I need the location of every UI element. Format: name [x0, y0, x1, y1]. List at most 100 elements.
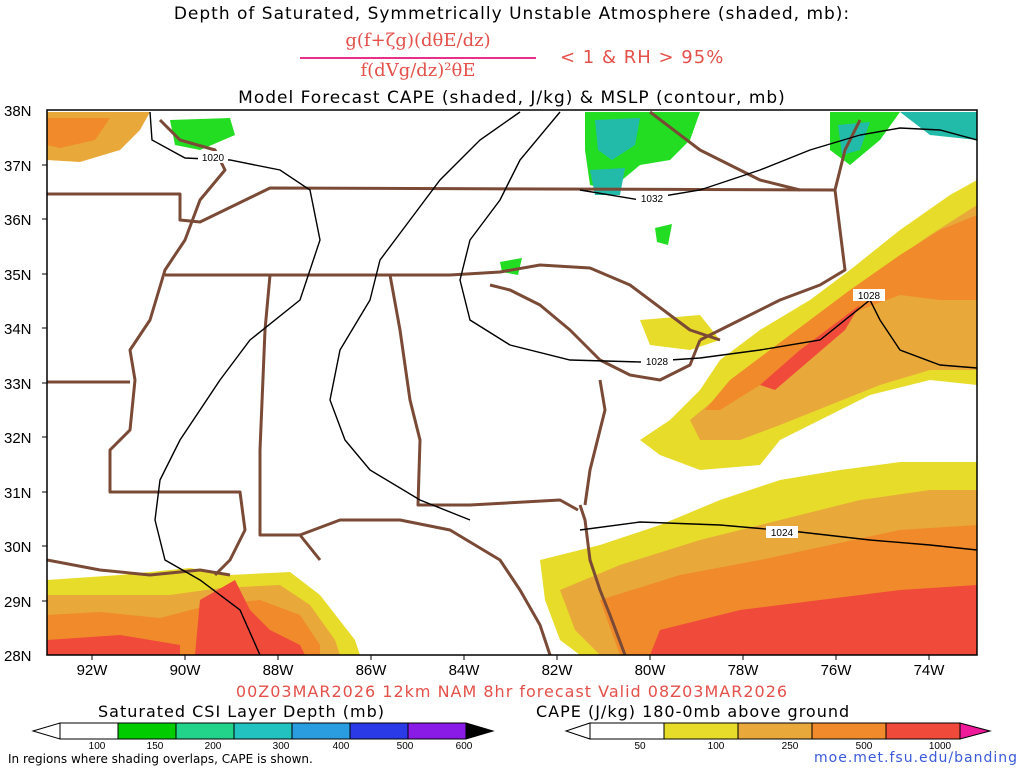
- csi-area-nc: [655, 224, 672, 245]
- cape-bar-segment: [811, 722, 887, 740]
- csi-legend-title: Saturated CSI Layer Depth (mb): [98, 702, 385, 721]
- cape-bar-low-arrow: [564, 722, 591, 740]
- lon-label: 78W: [728, 662, 760, 679]
- formula-fraction-bar: [300, 57, 536, 59]
- cape-colorbar: 50 100 250 500 1000: [564, 722, 992, 752]
- isobar-1028: [459, 111, 977, 369]
- csi-tick-label: 200: [205, 741, 222, 752]
- csi-bar-segment: [233, 722, 293, 740]
- lat-label: 36N: [4, 212, 32, 229]
- lon-label: 84W: [449, 662, 481, 679]
- lon-label: 86W: [356, 662, 388, 679]
- state-boundaries: [47, 110, 862, 655]
- va-border: [649, 110, 801, 192]
- cape-area-gulf-max: [195, 580, 305, 655]
- lat-label: 34N: [4, 321, 32, 338]
- csi-bar-high-arrow: [465, 722, 495, 740]
- csi-core-ne: [900, 112, 977, 140]
- overlap-footnote: In regions where shading overlaps, CAPE …: [8, 752, 313, 766]
- tn-ky-border: [47, 186, 836, 224]
- isobar-contours: [149, 111, 977, 655]
- lat-label: 30N: [4, 539, 32, 556]
- cape-tick-label: 1000: [929, 741, 952, 752]
- latitude-axis: 38N 37N 36N 35N 34N 33N 32N 31N 30N 29N …: [4, 103, 32, 665]
- cape-bar-segment: [737, 722, 813, 740]
- isobar-label-1020: 1020: [202, 153, 225, 164]
- source-link[interactable]: moe.met.fsu.edu/banding: [814, 750, 1018, 766]
- florida-east-coast: [578, 504, 627, 655]
- formula-condition: < 1 & RH > 95%: [560, 47, 725, 68]
- gulf-coast-west: [47, 558, 231, 577]
- csi-bar-low-arrow: [31, 722, 61, 740]
- cape-bar-segment: [589, 722, 665, 740]
- cape-area-gulf-west: [47, 635, 180, 655]
- csi-bar-segment: [349, 722, 409, 740]
- isobar-label-1028-east: 1028: [858, 291, 881, 302]
- sc-ga-border: [489, 283, 702, 382]
- cape-tick-label: 500: [856, 741, 873, 752]
- isobar-label-1028-coast: 1028: [646, 357, 669, 368]
- cape-tick-label: 100: [708, 741, 725, 752]
- longitude-ticks: [91, 655, 930, 660]
- cape-area-nw-core: [47, 118, 110, 148]
- lon-label: 82W: [542, 662, 574, 679]
- title-line-1: Depth of Saturated, Symmetrically Unstab…: [173, 4, 851, 24]
- lat-label: 38N: [4, 103, 32, 120]
- lon-label: 74W: [914, 662, 946, 679]
- csi-bar-segment: [117, 722, 177, 740]
- isobar-label-1032: 1032: [641, 194, 664, 205]
- csi-core-virginia: [595, 118, 640, 160]
- lon-label: 90W: [170, 662, 202, 679]
- cape-tick-label: 250: [782, 741, 799, 752]
- cape-bar-segment: [663, 722, 739, 740]
- cape-bar-segment: [885, 722, 961, 740]
- lat-label: 29N: [4, 594, 32, 611]
- mississippi-river-line: [108, 118, 247, 577]
- latitude-ticks: [42, 164, 47, 602]
- lat-label: 33N: [4, 376, 32, 393]
- csi-core-south: [590, 168, 625, 195]
- csi-bar-segment: [407, 722, 467, 740]
- csi-tick-label: 500: [397, 741, 414, 752]
- al-ga-border: [388, 274, 579, 512]
- ms-al-border: [258, 274, 322, 561]
- lat-label: 28N: [4, 648, 32, 665]
- formula-numerator: g(f+ζg)(dθE/dz): [345, 30, 491, 51]
- cape-legend-title: CAPE (J/kg) 180-0mb above ground: [536, 702, 851, 721]
- georgia-coast: [583, 379, 607, 506]
- lat-label: 37N: [4, 158, 32, 175]
- nc-va-coast: [699, 119, 862, 342]
- csi-colorbar: 100 150 200 300 400 500 600: [31, 722, 495, 752]
- csi-tick-label: 150: [147, 741, 164, 752]
- isobar-label-1024: 1024: [771, 528, 794, 539]
- lat-label: 35N: [4, 267, 32, 284]
- lat-label: 32N: [4, 430, 32, 447]
- cape-plume-core: [705, 215, 977, 410]
- csi-bar-segment: [59, 722, 119, 740]
- lon-label: 76W: [821, 662, 853, 679]
- csi-tick-label: 300: [273, 741, 290, 752]
- cape-plume-max: [760, 305, 860, 390]
- map-shading: [47, 110, 977, 655]
- lon-label: 92W: [77, 662, 109, 679]
- cape-bar-high-arrow: [959, 722, 992, 740]
- isobar-west: [329, 111, 521, 521]
- lat-label: 31N: [4, 485, 32, 502]
- csi-tick-label: 100: [89, 741, 106, 752]
- lon-label: 80W: [635, 662, 667, 679]
- cape-area-south-max: [650, 585, 977, 655]
- cape-tick-label: 50: [634, 741, 646, 752]
- lon-label: 88W: [263, 662, 295, 679]
- longitude-axis: 92W 90W 88W 86W 84W 82W 80W 78W 76W 74W: [77, 662, 946, 679]
- isobar-1024: [579, 521, 977, 551]
- title-line-3: Model Forecast CAPE (shaded, J/kg) & MSL…: [238, 88, 786, 108]
- csi-bar-segment: [175, 722, 235, 740]
- isobar-labels: 1020 1032 1028 1028 1024: [198, 151, 885, 539]
- csi-tick-label: 400: [333, 741, 350, 752]
- tn-ga-nc-border: [165, 263, 721, 342]
- formula-denominator: f(dVg/dz)²θE: [360, 60, 476, 81]
- csi-bar-segment: [291, 722, 351, 740]
- csi-tick-label: 600: [456, 741, 473, 752]
- florida-gulf-coast: [299, 518, 552, 655]
